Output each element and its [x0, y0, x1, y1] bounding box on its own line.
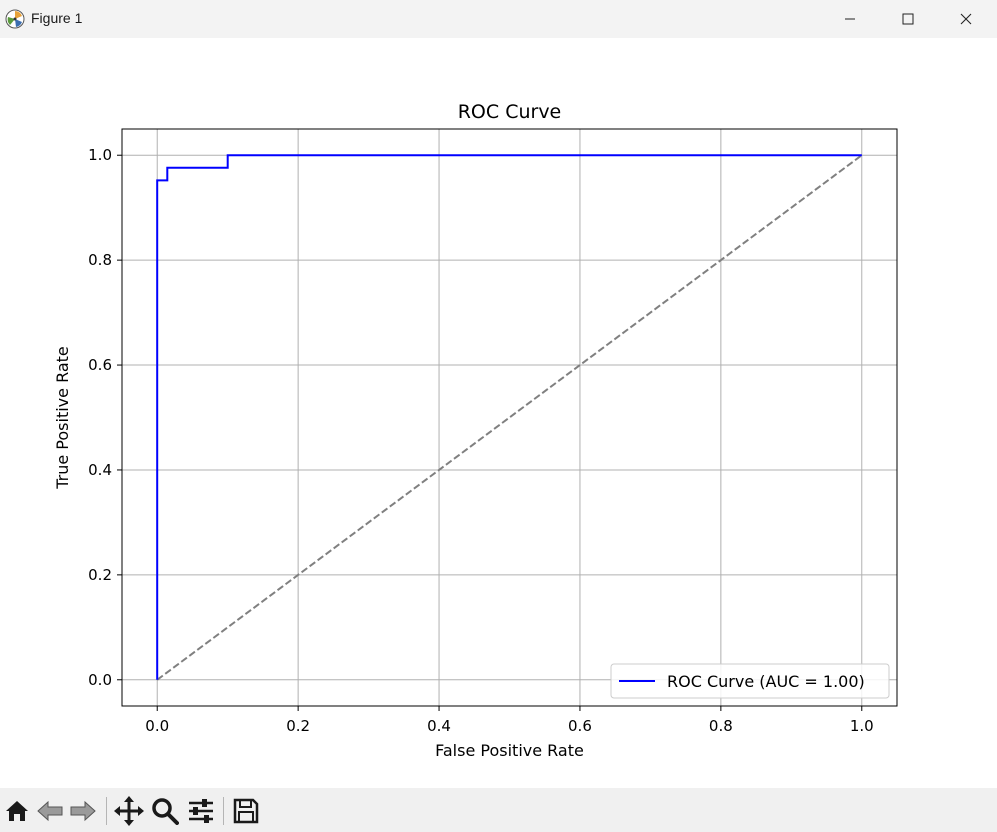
- roc-curve-line: [156, 154, 862, 680]
- home-icon: [6, 801, 28, 821]
- x-axis-label: False Positive Rate: [435, 741, 584, 760]
- save-button[interactable]: [231, 796, 261, 826]
- y-tick-label: 0.8: [88, 251, 112, 269]
- close-icon: [960, 13, 972, 25]
- y-tick-label: 0.0: [88, 671, 112, 689]
- axes-frame: [121, 128, 898, 707]
- x-tick-label: 0.4: [427, 717, 451, 735]
- forward-button[interactable]: [68, 796, 98, 826]
- y-axis-label: True Positive Rate: [53, 346, 72, 490]
- home-button[interactable]: [2, 796, 32, 826]
- x-tick-label: 0.2: [286, 717, 310, 735]
- minimize-button[interactable]: [821, 0, 879, 38]
- x-tick-label: 0.0: [145, 717, 169, 735]
- figure-canvas[interactable]: 0.0 0.2 0.4 0.6 0.8 1.0 0.0 0.2 0.4 0.6 0.8 1.0 ROC…: [0, 38, 997, 788]
- toolbar-separator: [223, 797, 224, 825]
- forward-icon: [70, 800, 96, 822]
- configure-subplots-button[interactable]: [186, 796, 216, 826]
- y-tick-label: 0.6: [88, 356, 112, 374]
- back-icon: [37, 800, 63, 822]
- y-tick-label: 0.2: [88, 566, 112, 584]
- title-bar: Figure 1: [0, 0, 997, 38]
- zoom-icon: [152, 798, 179, 825]
- diagonal-reference-line: [156, 154, 863, 681]
- minimize-icon: [845, 18, 855, 20]
- legend-label-roc: ROC Curve (AUC = 1.00): [667, 672, 865, 691]
- legend-box: [610, 663, 890, 699]
- close-button[interactable]: [937, 0, 995, 38]
- configure-subplots-icon: [189, 799, 213, 823]
- maximize-icon: [902, 13, 914, 25]
- window-title: Figure 1: [31, 10, 83, 26]
- toolbar-separator: [106, 797, 107, 825]
- back-button[interactable]: [35, 796, 65, 826]
- maximize-button[interactable]: [879, 0, 937, 38]
- y-tick-label: 0.4: [88, 461, 112, 479]
- chart-title: ROC Curve: [458, 101, 562, 123]
- series-layer: [156, 154, 863, 681]
- y-tick-label: 1.0: [88, 146, 112, 164]
- roc-chart: 0.0 0.2 0.4 0.6 0.8 1.0 0.0 0.2 0.4 0.6 0.8 1.0 ROC…: [53, 101, 898, 760]
- ticks: 0.0 0.2 0.4 0.6 0.8 1.0 0.0 0.2 0.4 0.6 0.8 1.0: [88, 146, 874, 735]
- save-icon: [233, 798, 259, 824]
- x-tick-label: 0.8: [709, 717, 733, 735]
- x-tick-label: 0.6: [568, 717, 592, 735]
- matplotlib-app-icon: [5, 9, 25, 29]
- pan-icon: [114, 796, 144, 826]
- navigation-toolbar: [0, 788, 997, 832]
- zoom-button[interactable]: [150, 796, 180, 826]
- pan-button[interactable]: [114, 796, 144, 826]
- x-tick-label: 1.0: [850, 717, 874, 735]
- legend: ROC Curve (AUC = 1.00): [610, 663, 890, 699]
